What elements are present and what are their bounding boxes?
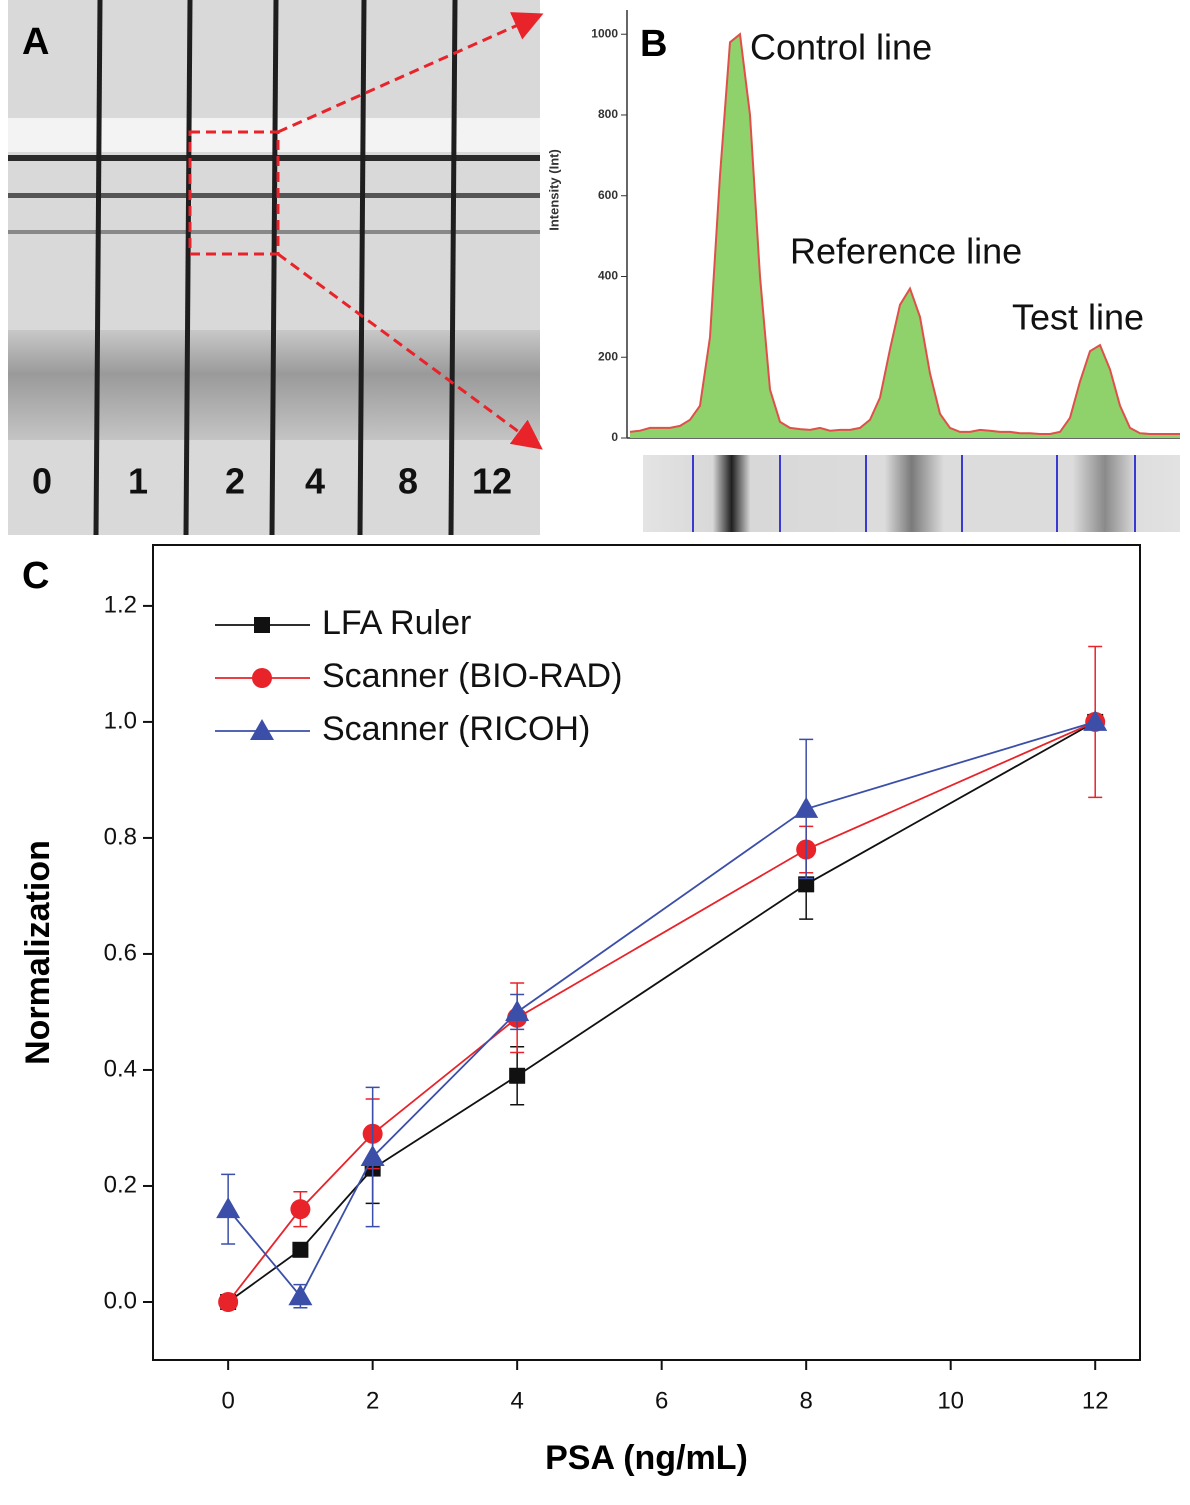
y-tick-label: 1.2 [104, 591, 137, 618]
marker [798, 876, 815, 893]
series-line [227, 721, 1096, 1303]
x-tick-label: 8 [800, 1387, 813, 1414]
marker [505, 999, 530, 1021]
marker [360, 1144, 385, 1166]
legend-label: Scanner (RICOH) [322, 710, 590, 748]
panel-label: C [22, 555, 49, 597]
panel-label: B [640, 23, 667, 65]
marker [509, 1067, 526, 1084]
legend-label: LFA Ruler [322, 604, 471, 642]
y-axis-label: Normalization [19, 840, 57, 1065]
y-tick-label: 1000 [591, 26, 618, 40]
y-tick-label: 800 [598, 107, 618, 121]
strip-photo [8, 0, 544, 536]
marker [254, 617, 270, 633]
x-tick-label: 12 [1082, 1387, 1109, 1414]
series-line [227, 721, 1096, 1303]
marker [216, 1197, 241, 1219]
marker [218, 1291, 239, 1312]
marker [250, 719, 274, 740]
y-tick-label: 0.4 [104, 1055, 137, 1082]
plot-frame [152, 544, 1141, 1361]
y-tick-label: 1.0 [104, 707, 137, 734]
y-tick-label: 0.0 [104, 1287, 137, 1314]
legend-label: Scanner (BIO-RAD) [322, 657, 622, 695]
lane-label: 2 [225, 461, 245, 502]
series-line [227, 721, 1096, 1298]
annotation: Test line [1012, 297, 1144, 338]
panel-label: A [22, 21, 49, 63]
lane-label: 4 [305, 461, 325, 502]
y-tick-label: 0.6 [104, 939, 137, 966]
profile-line [629, 32, 1180, 435]
annotation: Reference line [790, 231, 1022, 272]
marker [288, 1284, 313, 1306]
lane-label: 1 [128, 461, 148, 502]
x-tick-label: 10 [937, 1387, 964, 1414]
marker [1083, 709, 1108, 731]
marker [252, 668, 272, 688]
marker [292, 1241, 309, 1258]
profile-area [630, 34, 1180, 438]
lane-label: 0 [32, 461, 52, 502]
lane-label: 8 [398, 461, 418, 502]
y-tick-label: 0.2 [104, 1171, 137, 1198]
x-tick-label: 0 [221, 1387, 234, 1414]
y-axis-label: Intensity (Int) [546, 149, 561, 231]
x-axis-label: PSA (ng/mL) [545, 1439, 748, 1477]
x-tick-label: 2 [366, 1387, 379, 1414]
annotation: Control line [750, 27, 932, 68]
marker [290, 1199, 311, 1220]
strip-scan [643, 455, 1180, 532]
lane-label: 12 [472, 461, 512, 502]
x-tick-label: 6 [655, 1387, 668, 1414]
y-tick-label: 600 [598, 188, 618, 202]
x-tick-label: 4 [510, 1387, 523, 1414]
y-tick-label: 0 [611, 430, 618, 444]
marker [794, 796, 819, 818]
y-tick-label: 200 [598, 349, 618, 363]
y-tick-label: 400 [598, 269, 618, 283]
y-tick-label: 0.8 [104, 823, 137, 850]
